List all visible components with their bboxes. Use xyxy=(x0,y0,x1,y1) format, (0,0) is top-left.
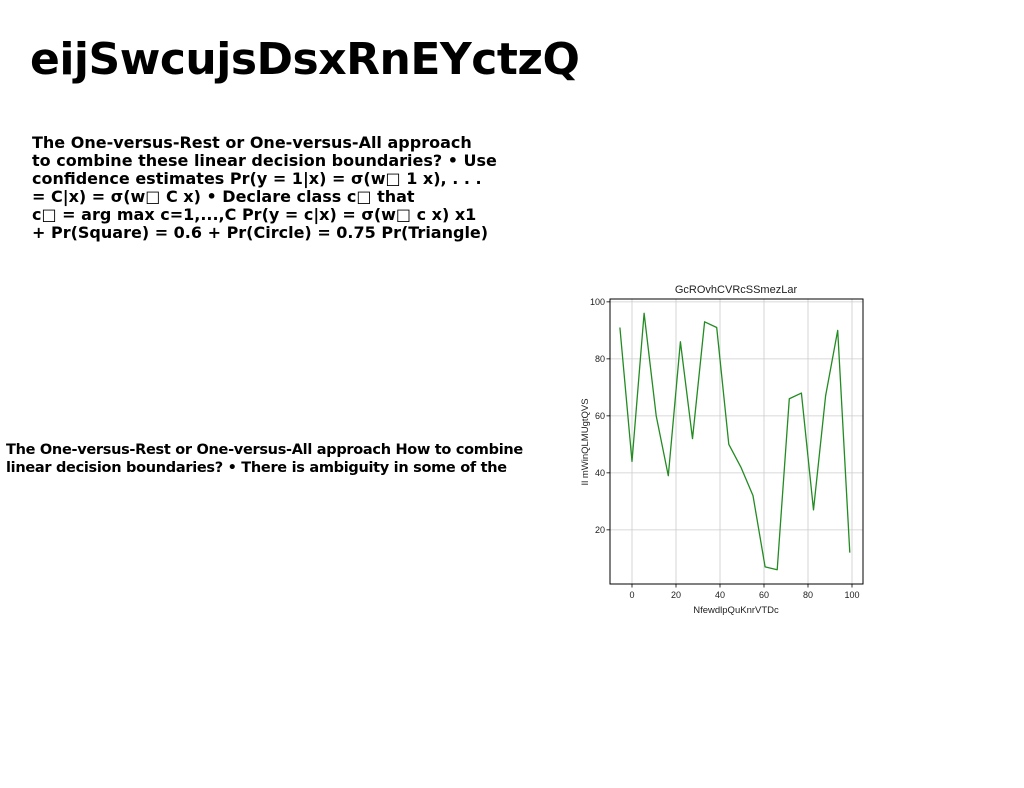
x-tick-label: 100 xyxy=(844,590,859,600)
paragraph-line: The One-versus-Rest or One-versus-All ap… xyxy=(6,442,523,458)
paragraph-line: + Pr(Square) = 0.6 + Pr(Circle) = 0.75 P… xyxy=(32,223,489,242)
paragraph-ambiguity: The One-versus-Rest or One-versus-All ap… xyxy=(6,441,551,477)
paragraph-line: c□ = arg max c=1,...,C Pr(y = c|x) = σ(w… xyxy=(32,205,477,224)
y-tick-label: 80 xyxy=(595,354,605,364)
paragraph-one-versus-rest: The One-versus-Rest or One-versus-All ap… xyxy=(32,134,512,242)
plot-frame xyxy=(609,298,864,585)
x-tick-label: 80 xyxy=(803,590,813,600)
y-axis-label: Il mWinQLMUgtQVS xyxy=(580,398,591,485)
chart-grid xyxy=(610,299,863,584)
y-tick-label: 100 xyxy=(590,297,605,307)
x-tick-label: 40 xyxy=(715,590,725,600)
x-tick-label: 60 xyxy=(759,590,769,600)
y-tick-label: 20 xyxy=(595,525,605,535)
paragraph-line: linear decision boundaries? • There is a… xyxy=(6,460,507,476)
chart-series xyxy=(619,312,851,571)
x-tick-label: 0 xyxy=(629,590,634,600)
paragraph-line: The One-versus-Rest or One-versus-All ap… xyxy=(32,133,472,152)
y-tick-label: 40 xyxy=(595,468,605,478)
paragraph-line: to combine these linear decision boundar… xyxy=(32,151,497,170)
x-tick-label: 20 xyxy=(671,590,681,600)
chart-title: GcROvhCVRcSSmezLar xyxy=(675,284,798,296)
paragraph-line: confidence estimates Pr(y = 1|x) = σ(w□ … xyxy=(32,169,482,188)
x-axis-label: NfewdlpQuKnrVTDc xyxy=(693,605,779,616)
y-tick-label: 60 xyxy=(595,411,605,421)
paragraph-line: = C|x) = σ(w□ C x) • Declare class c□ th… xyxy=(32,187,415,206)
line-chart: GcROvhCVRcSSmezLar 0 20 40 60 80 100 20 40 60 80 1… xyxy=(580,284,864,616)
series-line xyxy=(619,312,851,571)
chart-ticks: 0 20 40 60 80 100 20 40 60 80 100 xyxy=(590,297,860,600)
document-title: eijSwcujsDsxRnEYctzQ xyxy=(30,34,580,85)
